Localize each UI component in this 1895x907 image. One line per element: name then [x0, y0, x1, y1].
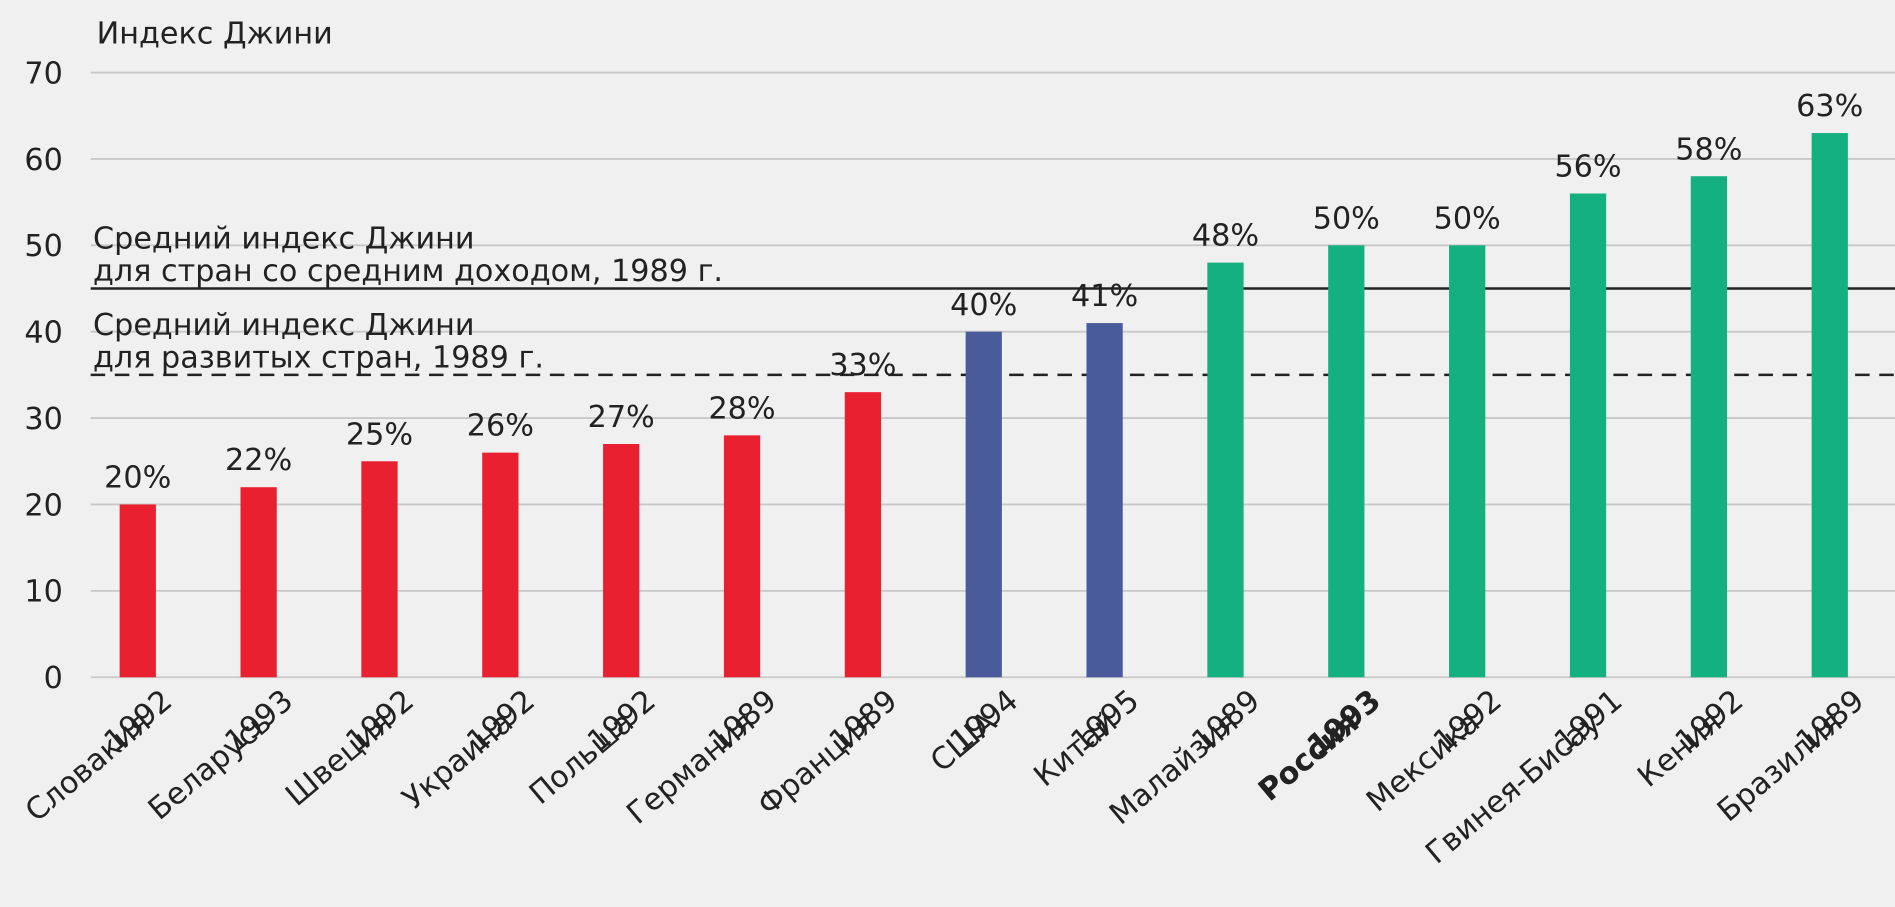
chart-title: Индекс Джини [97, 17, 333, 52]
reference-label: Средний индекс Джини [93, 222, 475, 257]
bar [965, 331, 1002, 678]
y-tick-label: 10 [24, 575, 62, 610]
bar [1328, 245, 1365, 678]
bar [361, 461, 398, 678]
value-label: 25% [346, 417, 413, 452]
value-label: 41% [1071, 279, 1138, 314]
value-label: 50% [1434, 201, 1501, 236]
value-label: 33% [829, 348, 896, 383]
bar [603, 443, 640, 678]
value-label: 63% [1796, 89, 1863, 124]
value-label: 28% [708, 391, 775, 426]
value-label: 27% [588, 400, 655, 435]
bar [1811, 133, 1848, 678]
bar [1086, 323, 1123, 678]
bar [1207, 262, 1244, 678]
bar [1690, 176, 1728, 678]
bar [723, 435, 761, 678]
value-label: 56% [1554, 150, 1621, 185]
bar [482, 452, 519, 678]
bar [1449, 245, 1486, 678]
value-label: 58% [1675, 132, 1742, 167]
bar [844, 392, 882, 678]
y-tick-label: 40 [24, 316, 62, 351]
y-tick-label: 50 [24, 229, 62, 264]
y-tick-label: 30 [24, 402, 62, 437]
bar [119, 504, 156, 678]
y-tick-label: 60 [24, 143, 62, 178]
reference-label: для стран со средним доходом, 1989 г. [93, 254, 723, 289]
y-tick-label: 70 [24, 56, 62, 91]
value-label: 20% [104, 461, 171, 496]
y-tick-label: 20 [24, 488, 62, 523]
bar [1569, 193, 1607, 678]
value-label: 22% [225, 443, 292, 478]
value-label: 40% [950, 288, 1017, 323]
value-label: 48% [1192, 219, 1259, 254]
reference-label: для развитых стран, 1989 г. [93, 341, 544, 376]
value-label: 50% [1313, 201, 1380, 236]
bar [240, 487, 277, 678]
reference-label: Средний индекс Джини [93, 308, 475, 343]
y-tick-label: 0 [44, 661, 63, 696]
value-label: 26% [467, 409, 534, 444]
